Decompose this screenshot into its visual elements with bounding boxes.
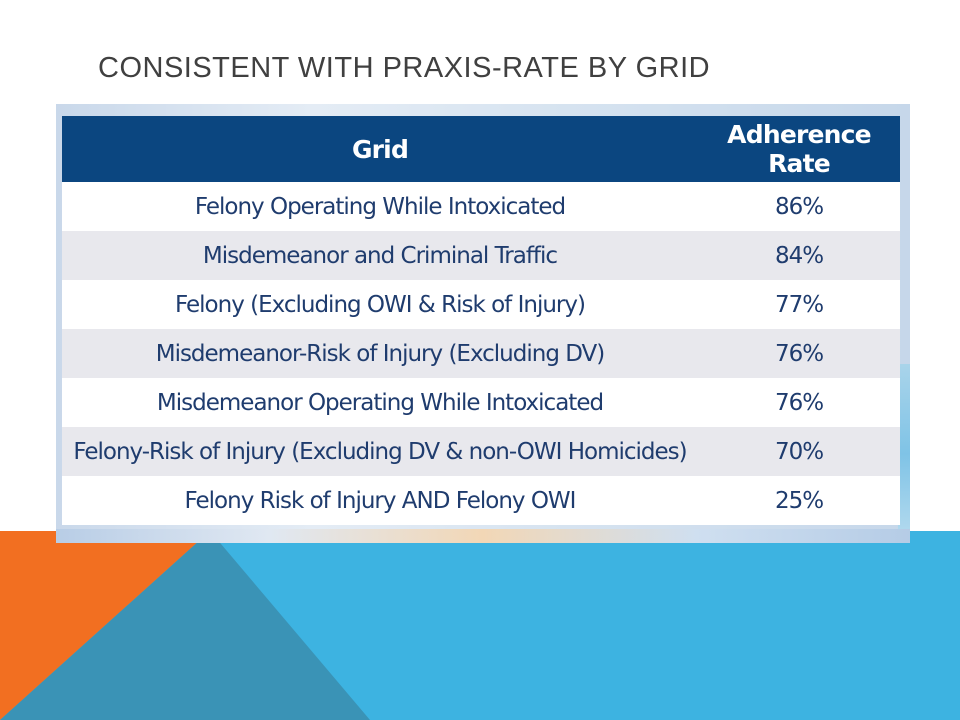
table-row: Misdemeanor-Risk of Injury (Excluding DV…: [62, 329, 900, 378]
adherence-rate-cell: 25%: [698, 476, 900, 525]
adherence-rate-cell: 70%: [698, 427, 900, 476]
grid-name-cell: Felony Operating While Intoxicated: [62, 182, 698, 231]
grid-column-header: Grid: [62, 116, 698, 182]
grid-name-cell: Misdemeanor Operating While Intoxicated: [62, 378, 698, 427]
adherence-rate-cell: 76%: [698, 378, 900, 427]
table-row: Misdemeanor and Criminal Traffic 84%: [62, 231, 900, 280]
grid-name-cell: Felony (Excluding OWI & Risk of Injury): [62, 280, 698, 329]
adherence-table-image: Grid Adherence Rate Felony Operating Whi…: [56, 104, 910, 543]
grid-name-cell: Felony Risk of Injury AND Felony OWI: [62, 476, 698, 525]
slide-title: CONSISTENT WITH PRAXIS-RATE BY GRID: [98, 52, 711, 84]
table-row: Misdemeanor Operating While Intoxicated …: [62, 378, 900, 427]
adherence-rate-cell: 86%: [698, 182, 900, 231]
adherence-rate-column-header: Adherence Rate: [698, 116, 900, 182]
table-row: Felony Risk of Injury AND Felony OWI 25%: [62, 476, 900, 525]
table-row: Felony Operating While Intoxicated 86%: [62, 182, 900, 231]
grid-name-cell: Misdemeanor and Criminal Traffic: [62, 231, 698, 280]
grid-name-cell: Misdemeanor-Risk of Injury (Excluding DV…: [62, 329, 698, 378]
adherence-rate-cell: 77%: [698, 280, 900, 329]
table-row: Felony-Risk of Injury (Excluding DV & no…: [62, 427, 900, 476]
adherence-rate-cell: 76%: [698, 329, 900, 378]
adherence-rate-cell: 84%: [698, 231, 900, 280]
adherence-rate-table: Grid Adherence Rate Felony Operating Whi…: [62, 116, 900, 525]
teal-triangle-shape: [0, 531, 370, 720]
table-header-row: Grid Adherence Rate: [62, 116, 900, 182]
table-row: Felony (Excluding OWI & Risk of Injury) …: [62, 280, 900, 329]
grid-name-cell: Felony-Risk of Injury (Excluding DV & no…: [62, 427, 698, 476]
